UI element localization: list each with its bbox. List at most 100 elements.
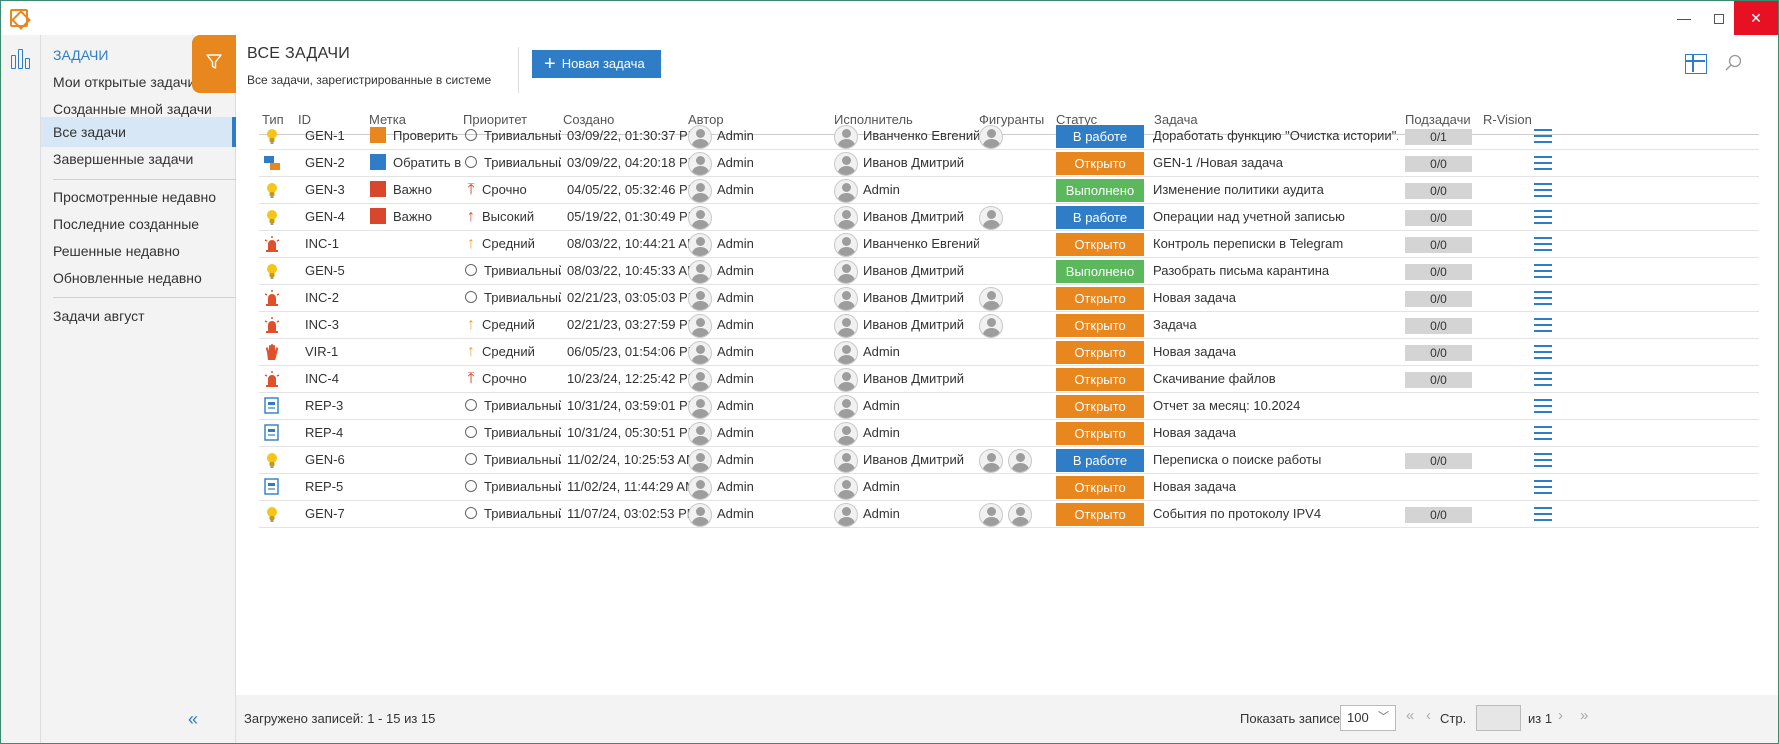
sidebar-item-recently-updated[interactable]: Обновленные недавно — [53, 270, 202, 286]
status-badge[interactable]: Открыто — [1056, 395, 1144, 418]
row-menu-icon[interactable] — [1534, 318, 1552, 332]
table-row[interactable]: INC-2 Тривиальный 02/21/23, 03:05:03 PM Adm… — [259, 285, 1759, 312]
task-id[interactable]: GEN-7 — [305, 506, 345, 521]
tasks-module-icon[interactable] — [11, 47, 33, 69]
task-id[interactable]: REP-5 — [305, 479, 344, 494]
prev-page-icon[interactable]: ‹ — [1426, 707, 1431, 724]
new-task-button[interactable]: + Новая задача — [532, 50, 661, 78]
task-id[interactable]: VIR-1 — [305, 344, 339, 359]
task-title[interactable]: Новая задача — [1153, 425, 1236, 440]
figurant-avatar[interactable] — [979, 313, 1003, 338]
status-badge[interactable]: Выполнено — [1056, 260, 1144, 283]
row-menu-icon[interactable] — [1534, 507, 1552, 521]
close-button[interactable]: ✕ — [1734, 1, 1778, 35]
page-input[interactable]: 1 — [1476, 705, 1521, 731]
table-row[interactable]: INC-1 ↑ Средний 08/03/22, 10:44:21 AM Admin И… — [259, 231, 1759, 258]
table-row[interactable]: GEN-4 Важно ↑ Высокий 05/19/22, 01:30:49 PM И… — [259, 204, 1759, 231]
column-header-label[interactable]: Метка — [369, 112, 406, 127]
column-header-task[interactable]: Задача — [1154, 112, 1198, 127]
table-row[interactable]: GEN-7 Тривиальный 11/07/24, 03:02:53 PM Adm… — [259, 501, 1759, 528]
table-row[interactable]: INC-4 ⤒ Срочно 10/23/24, 12:25:42 PM Admin Ив… — [259, 366, 1759, 393]
task-title[interactable]: Отчет за месяц: 10.2024 — [1153, 398, 1301, 413]
task-id[interactable]: INC-1 — [305, 236, 339, 251]
sidebar-item-completed[interactable]: Завершенные задачи — [53, 151, 194, 167]
row-menu-icon[interactable] — [1534, 480, 1552, 494]
task-id[interactable]: GEN-4 — [305, 209, 345, 224]
task-id[interactable]: REP-3 — [305, 398, 344, 413]
column-header-assignee[interactable]: Исполнитель — [834, 112, 913, 127]
table-row[interactable]: GEN-6 Тривиальный 11/02/24, 10:25:53 AM Adm… — [259, 447, 1759, 474]
status-badge[interactable]: Открыто — [1056, 503, 1144, 526]
task-title[interactable]: GEN-1 /Новая задача — [1153, 155, 1283, 170]
sidebar-item-my-open[interactable]: Мои открытые задачи — [53, 74, 196, 90]
task-id[interactable]: INC-3 — [305, 317, 339, 332]
task-title[interactable]: Операции над учетной записью — [1153, 209, 1345, 224]
table-row[interactable]: REP-5 Тривиальный 11/02/24, 11:44:29 AM Adm… — [259, 474, 1759, 501]
figurant-avatar[interactable] — [1008, 448, 1032, 473]
row-menu-icon[interactable] — [1534, 210, 1552, 224]
figurant-avatar[interactable] — [979, 502, 1003, 527]
status-badge[interactable]: Открыто — [1056, 368, 1144, 391]
task-id[interactable]: GEN-5 — [305, 263, 345, 278]
task-title[interactable]: Изменение политики аудита — [1153, 182, 1324, 197]
row-menu-icon[interactable] — [1534, 345, 1552, 359]
first-page-icon[interactable]: « — [1406, 707, 1415, 724]
task-title[interactable]: Доработать функцию "Очистка истории". До… — [1153, 128, 1398, 143]
task-id[interactable]: GEN-6 — [305, 452, 345, 467]
table-row[interactable]: GEN-1 Проверить Тривиальный 03/09/22, 01:30… — [259, 123, 1759, 150]
status-badge[interactable]: Открыто — [1056, 476, 1144, 499]
table-row[interactable]: GEN-2 Обратить вни Тривиальный 03/09/22, 04… — [259, 150, 1759, 177]
task-id[interactable]: GEN-2 — [305, 155, 345, 170]
status-badge[interactable]: Открыто — [1056, 287, 1144, 310]
task-title[interactable]: Контроль переписки в Telegram — [1153, 236, 1344, 251]
status-badge[interactable]: В работе — [1056, 125, 1144, 148]
row-menu-icon[interactable] — [1534, 264, 1552, 278]
task-title[interactable]: Разобрать письма карантина — [1153, 263, 1330, 278]
task-title[interactable]: Задача — [1153, 317, 1197, 332]
status-badge[interactable]: В работе — [1056, 449, 1144, 472]
next-page-icon[interactable]: › — [1558, 707, 1563, 724]
maximize-button[interactable] — [1696, 1, 1742, 35]
row-menu-icon[interactable] — [1534, 453, 1552, 467]
table-row[interactable]: GEN-3 Важно ⤒ Срочно 04/05/22, 05:32:46 PM Ad… — [259, 177, 1759, 204]
row-menu-icon[interactable] — [1534, 372, 1552, 386]
sidebar-item-recently-resolved[interactable]: Решенные недавно — [53, 243, 180, 259]
row-menu-icon[interactable] — [1534, 156, 1552, 170]
table-row[interactable]: VIR-1 ↑ Средний 06/05/23, 01:54:06 PM Admin A… — [259, 339, 1759, 366]
table-row[interactable]: REP-4 Тривиальный 10/31/24, 05:30:51 PM Adm… — [259, 420, 1759, 447]
filter-button[interactable] — [192, 35, 236, 93]
per-page-select[interactable]: 100 ﹀ — [1340, 705, 1396, 731]
figurant-avatar[interactable] — [979, 205, 1003, 230]
status-badge[interactable]: В работе — [1056, 206, 1144, 229]
figurant-avatar[interactable] — [979, 124, 1003, 149]
figurant-avatar[interactable] — [979, 286, 1003, 311]
sidebar-item-created-by-me[interactable]: Созданные мной задачи — [53, 101, 212, 117]
table-row[interactable]: REP-3 Тривиальный 10/31/24, 03:59:01 PM Adm… — [259, 393, 1759, 420]
row-menu-icon[interactable] — [1534, 399, 1552, 413]
table-row[interactable]: INC-3 ↑ Средний 02/21/23, 03:27:59 PM Admin И… — [259, 312, 1759, 339]
row-menu-icon[interactable] — [1534, 237, 1552, 251]
search-icon[interactable] — [1721, 51, 1745, 75]
column-header-type[interactable]: Тип — [262, 112, 284, 127]
task-title[interactable]: Новая задача — [1153, 290, 1236, 305]
row-menu-icon[interactable] — [1534, 183, 1552, 197]
column-header-id[interactable]: ID — [298, 112, 311, 127]
status-badge[interactable]: Открыто — [1056, 422, 1144, 445]
column-header-rvision[interactable]: R-Vision — [1483, 112, 1532, 127]
status-badge[interactable]: Открыто — [1056, 233, 1144, 256]
task-title[interactable]: Переписка о поиске работы — [1153, 452, 1322, 467]
sidebar-item-august-tasks[interactable]: Задачи август — [53, 308, 145, 324]
sidebar-item-recently-viewed[interactable]: Просмотренные недавно — [53, 189, 217, 205]
status-badge[interactable]: Открыто — [1056, 152, 1144, 175]
table-row[interactable]: GEN-5 Тривиальный 08/03/22, 10:45:33 AM Adm… — [259, 258, 1759, 285]
collapse-sidebar-icon[interactable]: « — [188, 709, 199, 729]
minimize-button[interactable]: — — [1677, 10, 1691, 26]
task-title[interactable]: Новая задача — [1153, 479, 1236, 494]
task-title[interactable]: События по протоколу IPV4 — [1153, 506, 1322, 521]
status-badge[interactable]: Открыто — [1056, 314, 1144, 337]
task-id[interactable]: INC-4 — [305, 371, 339, 386]
column-header-figures[interactable]: Фигуранты — [979, 112, 1045, 127]
figurant-avatar[interactable] — [979, 448, 1003, 473]
task-title[interactable]: Скачивание файлов — [1153, 371, 1276, 386]
status-badge[interactable]: Открыто — [1056, 341, 1144, 364]
